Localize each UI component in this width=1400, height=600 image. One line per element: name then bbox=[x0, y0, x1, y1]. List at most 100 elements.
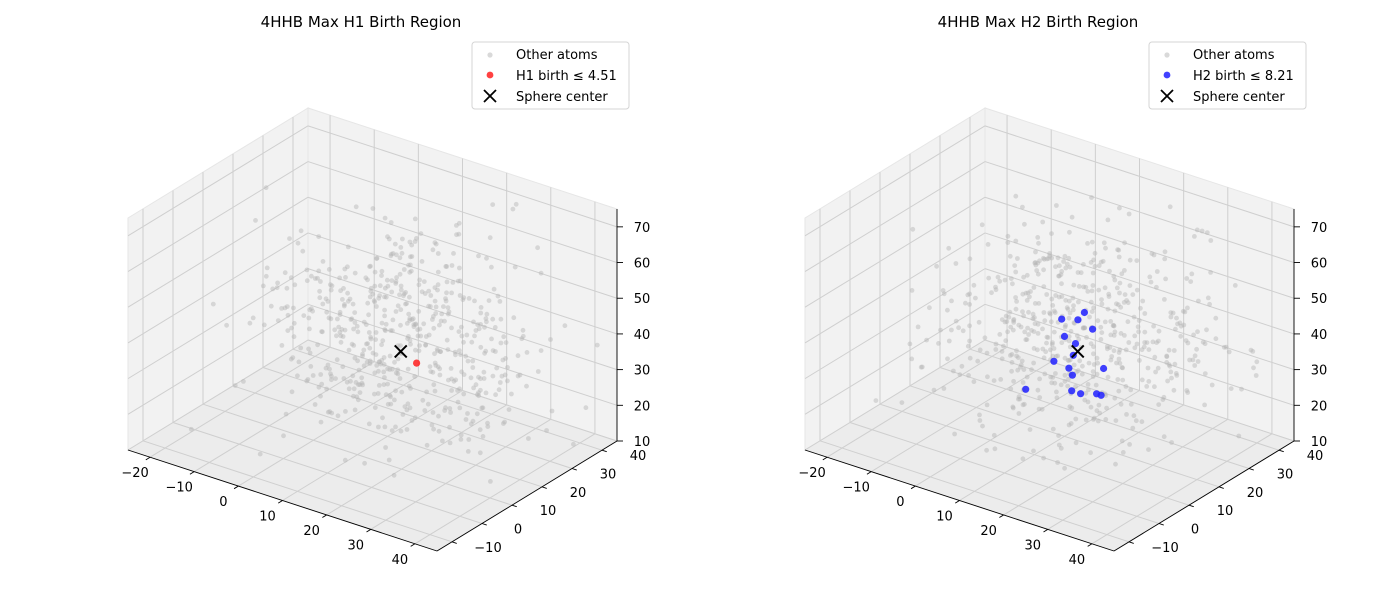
point-other-atom bbox=[1018, 324, 1024, 330]
point-other-atom bbox=[1191, 332, 1196, 338]
point-other-atom bbox=[224, 322, 230, 328]
point-other-atom bbox=[1053, 353, 1059, 359]
point-other-atom bbox=[548, 337, 553, 342]
point-other-atom bbox=[374, 363, 380, 368]
grid-line-z bbox=[984, 303, 1295, 406]
point-other-atom bbox=[342, 327, 348, 333]
point-other-atom bbox=[1062, 253, 1068, 259]
point-other-atom bbox=[1104, 344, 1110, 349]
point-other-atom bbox=[1117, 280, 1123, 286]
point-other-atom bbox=[312, 402, 318, 407]
point-other-atom bbox=[354, 394, 360, 400]
point-other-atom bbox=[1213, 336, 1219, 342]
point-other-atom bbox=[1204, 230, 1210, 236]
legend-marker-other-atoms bbox=[1164, 52, 1170, 58]
point-other-atom bbox=[1094, 371, 1100, 377]
point-other-atom bbox=[318, 393, 323, 399]
point-other-atom bbox=[464, 332, 470, 338]
point-other-atom bbox=[1171, 387, 1177, 393]
point-other-atom bbox=[447, 440, 453, 446]
point-other-atom bbox=[1154, 340, 1159, 345]
point-other-atom bbox=[1161, 434, 1167, 440]
x-tick-mark bbox=[1087, 543, 1093, 547]
sphere-center-marker bbox=[394, 344, 408, 359]
point-other-atom bbox=[337, 329, 343, 335]
tick-labels: −20−10010203040−100102030401020304050607… bbox=[798, 221, 1327, 568]
legend-label-sphere-center: Sphere center bbox=[1193, 90, 1285, 105]
grid-line-z bbox=[127, 339, 309, 451]
point-other-atom bbox=[1117, 290, 1122, 296]
point-other-atom bbox=[1116, 350, 1122, 355]
point-other-atom bbox=[387, 367, 393, 372]
point-other-atom bbox=[1040, 219, 1046, 225]
point-other-atom bbox=[1066, 376, 1071, 382]
point-other-atom bbox=[1120, 365, 1125, 371]
point-other-atom bbox=[390, 251, 396, 256]
point-other-atom bbox=[1021, 367, 1027, 372]
point-other-atom bbox=[524, 350, 530, 355]
point-other-atom bbox=[357, 390, 363, 395]
point-other-atom bbox=[1011, 378, 1016, 384]
point-other-atom bbox=[510, 206, 516, 212]
point-other-atom bbox=[275, 318, 281, 323]
grid-line-z bbox=[307, 268, 618, 371]
point-other-atom bbox=[383, 392, 389, 398]
point-other-atom bbox=[1096, 287, 1102, 293]
point-other-atom bbox=[368, 285, 374, 291]
point-other-atom bbox=[309, 273, 314, 279]
point-other-atom bbox=[304, 378, 310, 384]
point-other-atom bbox=[420, 397, 426, 403]
point-other-atom bbox=[395, 303, 401, 309]
point-other-atom bbox=[326, 267, 332, 272]
point-other-atom bbox=[1114, 285, 1120, 291]
point-other-atom bbox=[477, 450, 483, 456]
grid-line-z bbox=[804, 339, 986, 451]
point-other-atom bbox=[383, 445, 388, 450]
point-other-atom bbox=[451, 378, 457, 384]
point-other-atom bbox=[985, 374, 990, 380]
point-other-atom bbox=[1132, 333, 1138, 339]
x-tick-label: 10 bbox=[259, 510, 276, 525]
point-other-atom bbox=[967, 256, 973, 262]
point-other-atom bbox=[431, 314, 436, 319]
point-other-atom bbox=[1063, 265, 1069, 271]
point-other-atom bbox=[372, 299, 378, 305]
point-highlight bbox=[1077, 390, 1085, 398]
point-other-atom bbox=[382, 327, 388, 332]
point-other-atom bbox=[1056, 294, 1062, 300]
point-other-atom bbox=[1133, 418, 1139, 424]
plot-h1-birth-region: 4HHB Max H1 Birth Region −20 −10 0 10 20 30 40… bbox=[121, 13, 650, 568]
point-other-atom bbox=[936, 341, 941, 346]
grid-line-z bbox=[984, 339, 1295, 442]
point-other-atom bbox=[328, 287, 334, 293]
grid-line-y bbox=[172, 422, 483, 524]
y-tick-mark bbox=[511, 504, 517, 508]
point-other-atom bbox=[436, 413, 441, 419]
point-other-atom bbox=[1075, 368, 1081, 374]
point-other-atom bbox=[1008, 276, 1014, 281]
point-other-atom bbox=[421, 279, 427, 284]
point-other-atom bbox=[444, 337, 450, 343]
point-other-atom bbox=[388, 220, 394, 225]
point-other-atom bbox=[1112, 308, 1118, 314]
point-other-atom bbox=[398, 428, 404, 434]
x-tick-mark bbox=[233, 485, 239, 490]
point-other-atom bbox=[337, 312, 343, 318]
point-other-atom bbox=[1141, 344, 1147, 350]
point-other-atom bbox=[1124, 412, 1129, 417]
point-other-atom bbox=[1169, 375, 1174, 381]
point-other-atom bbox=[372, 283, 378, 289]
point-other-atom bbox=[931, 387, 937, 393]
point-other-atom bbox=[352, 355, 358, 361]
point-other-atom bbox=[1202, 371, 1208, 376]
point-other-atom bbox=[367, 361, 373, 366]
grid-line-x bbox=[1003, 404, 1184, 516]
point-other-atom bbox=[1067, 404, 1073, 410]
point-other-atom bbox=[1045, 335, 1051, 340]
point-other-atom bbox=[363, 275, 369, 281]
point-other-atom bbox=[485, 424, 491, 429]
point-other-atom bbox=[1043, 349, 1049, 355]
point-other-atom bbox=[443, 298, 449, 304]
point-other-atom bbox=[478, 310, 484, 316]
point-other-atom bbox=[1136, 329, 1141, 335]
